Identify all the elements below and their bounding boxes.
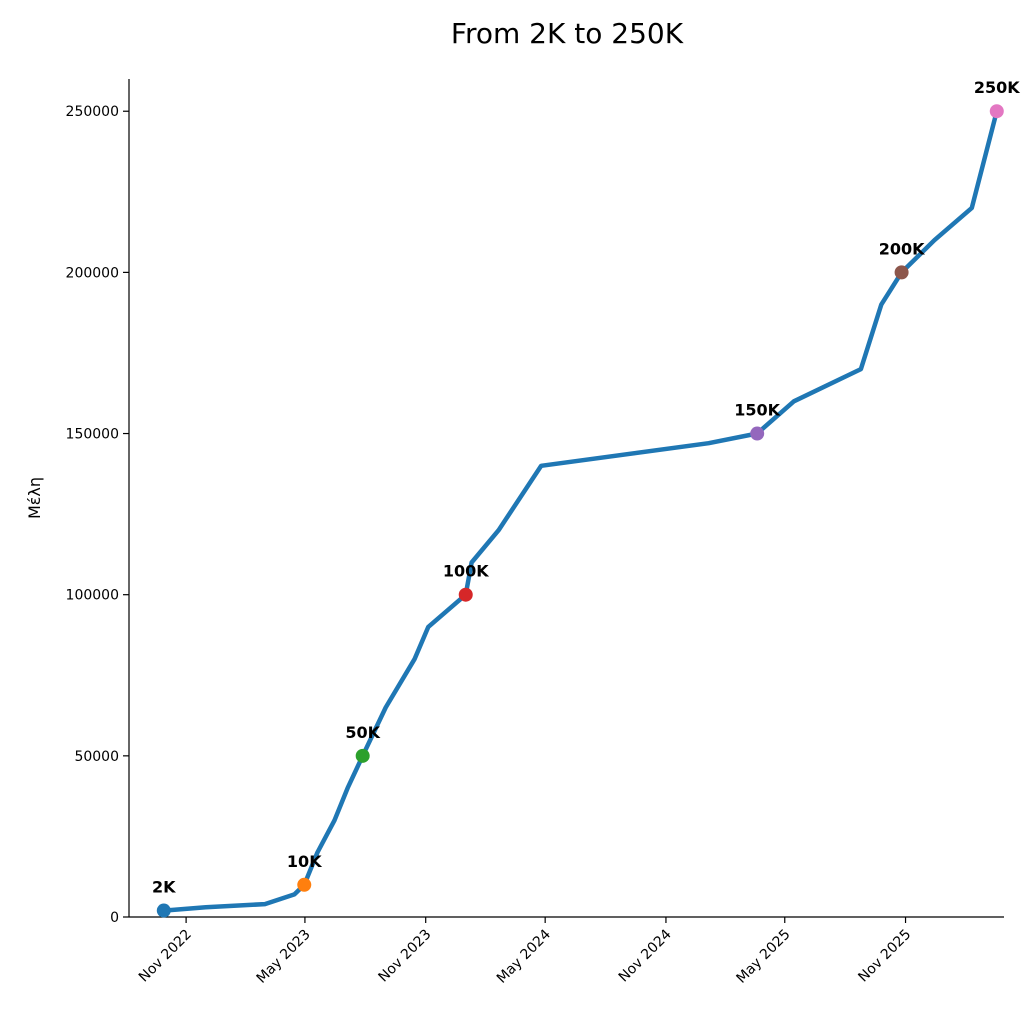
milestone-label: 250K [974,78,1020,97]
y-tick-label: 200000 [66,265,119,281]
y-tick-label: 250000 [66,104,119,120]
x-tick-label: Nov 2023 [376,927,435,986]
milestone-label: 100K [443,562,489,581]
milestone-marker [156,903,171,918]
y-tick-label: 50000 [74,749,119,765]
milestone-label: 2K [152,878,176,897]
milestone-label: 50K [345,723,380,742]
milestone-marker [355,748,370,763]
y-axis-label: Μέλη [25,477,44,519]
milestone-marker [894,265,909,280]
x-tick-label: Nov 2024 [616,926,675,985]
y-axis-ticks: 0 50000 100000 150000 200000 250000 [66,104,129,926]
axes [128,79,1004,918]
y-tick-label: 150000 [66,427,119,443]
milestone-label: 10K [287,852,322,871]
milestone-label: 200K [879,239,925,258]
series-line [161,108,1000,913]
x-tick-label: Nov 2022 [136,927,195,986]
x-axis-ticks: Nov 2022 May 2023 Nov 2023 May 2024 Nov 2024… [136,917,914,987]
x-tick-label: Nov 2025 [855,927,914,986]
y-tick-label: 100000 [66,588,119,604]
milestone-marker [750,426,765,441]
milestone-label: 150K [734,401,780,420]
milestone-marker [989,104,1004,119]
series-layer [161,108,1000,913]
milestone-marker [458,587,473,602]
x-tick-label: May 2024 [494,926,554,986]
x-tick-label: May 2025 [733,927,793,987]
y-tick-label: 0 [110,910,119,926]
x-tick-label: May 2023 [254,927,314,987]
milestone-marker [297,877,312,892]
chart-title: From 2K to 250K [451,17,684,50]
milestone-layer: 2K 10K 50K 100K 150K 200K 250K [152,78,1020,918]
